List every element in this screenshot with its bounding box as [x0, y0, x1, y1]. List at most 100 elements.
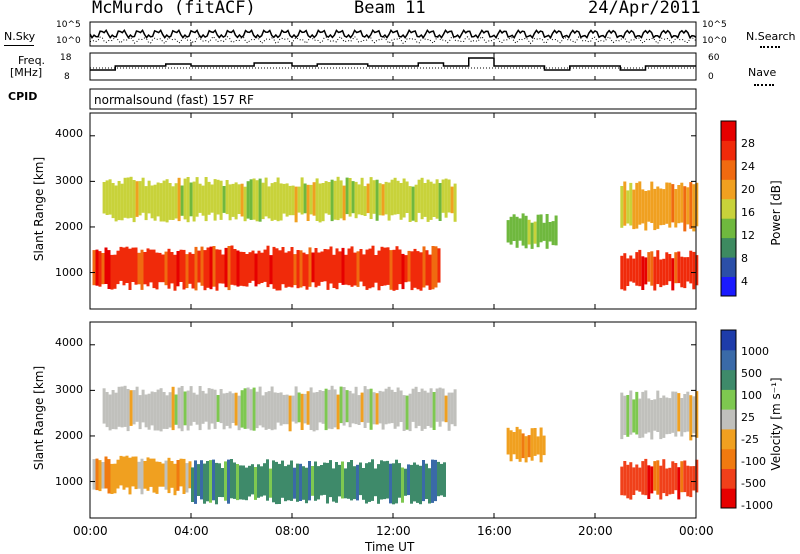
heatmap-cell	[413, 462, 416, 502]
heatmap-cell	[360, 392, 364, 423]
heatmap-cell	[110, 254, 114, 290]
heatmap-cell	[161, 463, 165, 487]
heatmap-cell	[269, 255, 273, 285]
freq-label-1: Freq.	[18, 54, 46, 67]
power-ylabel: Slant Range [km]	[32, 156, 46, 262]
heatmap-cell	[236, 464, 239, 501]
heatmap-cell	[179, 458, 183, 487]
heatmap-cell	[191, 253, 195, 289]
heatmap-cell	[333, 389, 337, 428]
heatmap-cell	[369, 388, 373, 430]
heatmap-cell	[389, 463, 392, 504]
heatmap-cell	[359, 462, 362, 496]
heatmap-cell	[203, 250, 207, 291]
heatmap-cell	[140, 249, 144, 290]
cpid-label: CPID	[8, 90, 38, 103]
heatmap-cell	[354, 386, 358, 425]
heatmap-cell	[348, 390, 352, 428]
heatmap-cell	[237, 184, 241, 214]
heatmap-cell	[506, 220, 510, 243]
heatmap-cell	[195, 177, 199, 217]
heatmap-cell	[407, 250, 411, 282]
heatmap-cell	[314, 461, 317, 501]
heatmap-cell	[506, 427, 510, 455]
heatmap-cell	[414, 386, 418, 429]
heatmap-cell	[354, 181, 358, 219]
heatmap-cell	[204, 177, 208, 222]
heatmap-cell	[338, 464, 341, 497]
heatmap-cell	[383, 247, 387, 286]
heatmap-cell	[401, 253, 405, 290]
heatmap-cell	[366, 389, 370, 423]
heatmap-cell	[674, 252, 678, 284]
heatmap-cell	[425, 250, 429, 286]
heatmap-cell	[180, 185, 184, 216]
heatmap-cell	[224, 461, 227, 501]
heatmap-cell	[665, 182, 669, 224]
heatmap-cell	[392, 249, 396, 291]
heatmap-cell	[327, 182, 331, 215]
heatmap-cell	[353, 466, 356, 500]
freq-line	[90, 57, 696, 71]
heatmap-cell	[243, 388, 247, 429]
heatmap-cell	[383, 461, 386, 500]
heatmap-cell	[152, 458, 156, 493]
velocity-ytick-1000: 1000	[55, 475, 83, 488]
heatmap-cell	[653, 256, 657, 291]
heatmap-cell	[188, 252, 192, 284]
heatmap-cell	[306, 184, 310, 221]
heatmap-cell	[110, 463, 114, 494]
heatmap-cell	[180, 386, 184, 432]
heatmap-cell	[419, 252, 423, 291]
heatmap-cell	[170, 461, 174, 488]
nsearch-label: N.Search	[746, 30, 796, 43]
heatmap-cell	[228, 184, 232, 221]
heatmap-cell	[225, 392, 229, 426]
heatmap-cell	[258, 178, 262, 222]
heatmap-cell	[185, 463, 189, 493]
heatmap-cell	[653, 188, 657, 231]
heatmap-cell	[419, 465, 422, 505]
heatmap-cell	[527, 435, 531, 458]
heatmap-cell	[263, 249, 267, 282]
heatmap-cell	[620, 255, 624, 290]
heatmap-cell	[303, 183, 307, 214]
heatmap-cell	[542, 222, 546, 241]
heatmap-cell	[378, 183, 382, 216]
heatmap-cell	[263, 463, 266, 496]
heatmap-cell	[360, 177, 364, 216]
velocity-colorbar	[720, 329, 737, 509]
heatmap-cell	[414, 184, 418, 223]
heatmap-cell	[98, 460, 102, 492]
heatmap-cell	[123, 177, 127, 218]
heatmap-cell	[329, 246, 333, 284]
heatmap-cell	[416, 464, 419, 503]
heatmap-cell	[323, 462, 326, 495]
heatmap-cell	[300, 393, 304, 430]
vel-cbar-tick-neg500: -500	[741, 477, 766, 490]
cpid-panel-frame	[89, 88, 697, 110]
heatmap-cell	[236, 250, 240, 287]
heatmap-cell	[167, 248, 171, 289]
heatmap-cell	[641, 461, 645, 495]
nsky-tick-low: 10^0	[56, 36, 81, 46]
heatmap-cell	[129, 176, 133, 218]
heatmap-cell	[623, 181, 627, 226]
heatmap-cell	[348, 178, 352, 217]
heatmap-cell	[207, 388, 211, 430]
heatmap-cell	[692, 251, 696, 290]
x-tick-label: 08:00	[275, 524, 310, 538]
nsearch-tick-low: 10^0	[702, 36, 727, 46]
heatmap-cell	[294, 386, 298, 424]
heatmap-cell	[162, 180, 166, 222]
heatmap-cell	[347, 462, 350, 499]
heatmap-cell	[197, 464, 200, 496]
heatmap-cell	[396, 180, 400, 215]
heatmap-cell	[389, 250, 393, 290]
heatmap-cell	[219, 180, 223, 220]
colorbar-segment	[721, 389, 736, 410]
nsky-underline	[4, 45, 34, 46]
heatmap-cell	[405, 181, 409, 213]
heatmap-cell	[512, 432, 516, 455]
power-cbar-tick-16: 16	[741, 206, 755, 219]
